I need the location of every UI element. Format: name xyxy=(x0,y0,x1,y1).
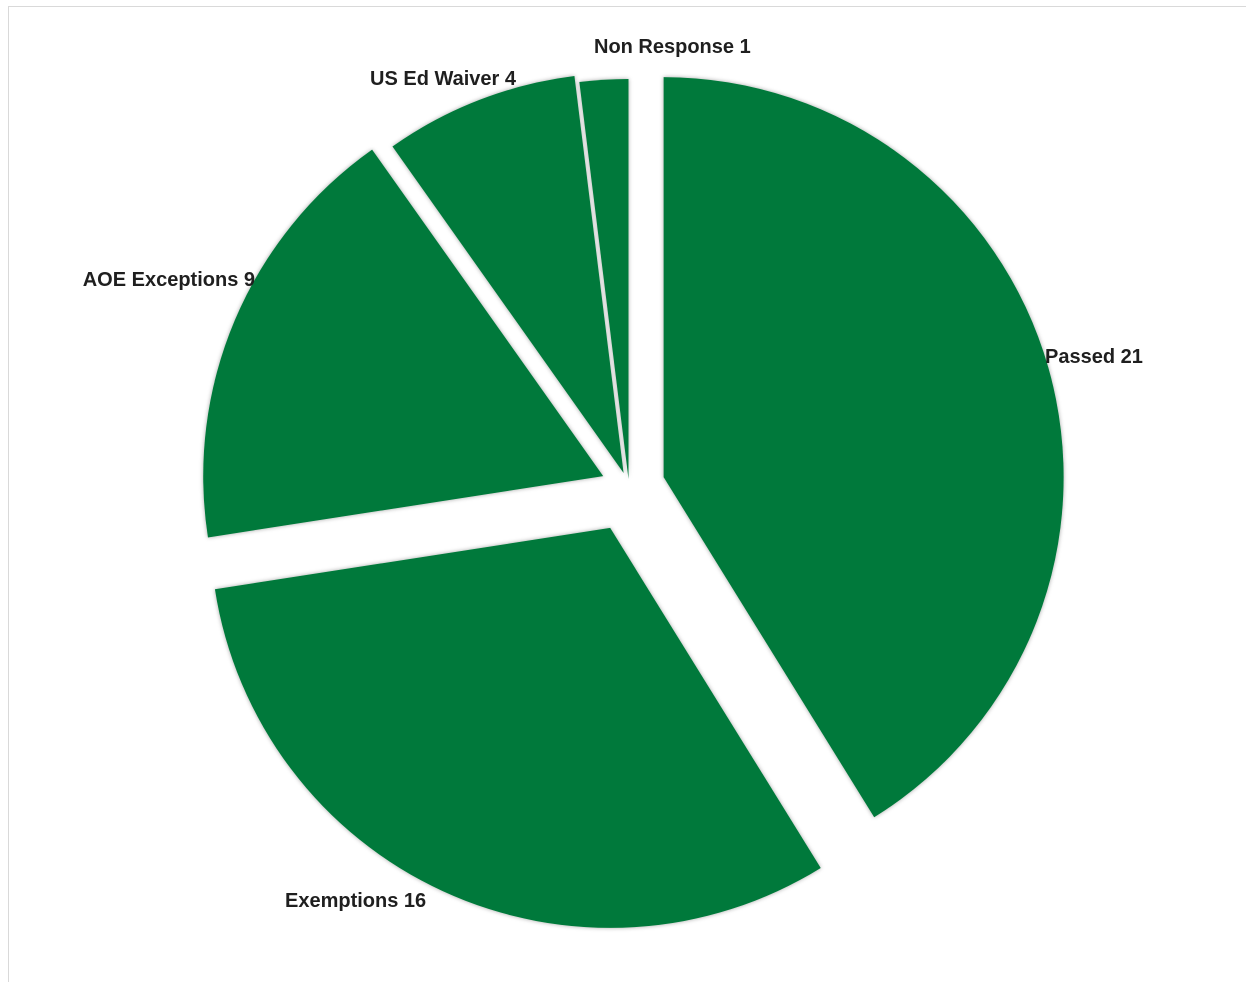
pie-slice-non-response xyxy=(579,79,629,480)
pie-slice-exemptions xyxy=(214,527,821,928)
pie-slice-passed xyxy=(663,77,1064,818)
pie-label-non-response: Non Response 1 xyxy=(594,36,751,58)
pie-slice-aoe-exceptions xyxy=(203,149,604,538)
pie-label-exemptions: Exemptions 16 xyxy=(285,890,426,912)
pie-labels: Passed 21 Exemptions 16 AOE Exceptions 9 US… xyxy=(83,36,1143,912)
pie-slice-us-ed-waiver xyxy=(392,76,624,474)
pie-label-us-ed-waiver: US Ed Waiver 4 xyxy=(370,68,517,90)
pie-slices xyxy=(203,76,1064,928)
pie-label-aoe-exceptions: AOE Exceptions 9 xyxy=(83,269,255,291)
pie-label-passed: Passed 21 xyxy=(1045,346,1143,368)
